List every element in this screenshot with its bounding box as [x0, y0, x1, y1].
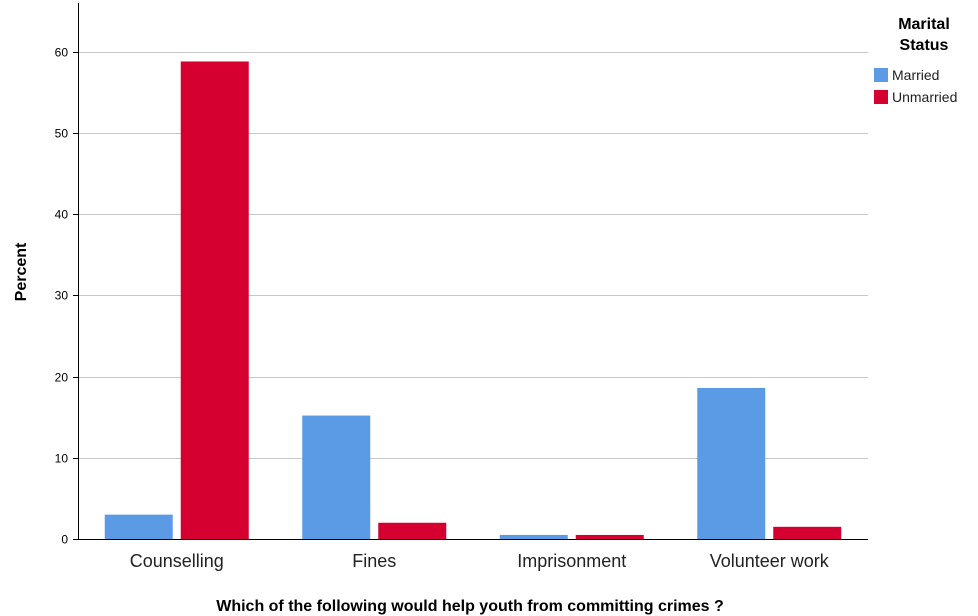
- legend-swatch-unmarried: [874, 90, 888, 104]
- x-category-label-imprisonment: Imprisonment: [517, 551, 626, 571]
- bar-married-imprisonment: [499, 534, 568, 539]
- legend-swatch-married: [874, 68, 888, 82]
- x-category-label-counselling: Counselling: [130, 551, 224, 571]
- x-category-label-fines: Fines: [352, 551, 396, 571]
- legend-label-married: Married: [892, 67, 939, 83]
- bars: [104, 61, 842, 540]
- x-axis-title: Which of the following would help youth …: [216, 598, 724, 615]
- y-tick-label-0: 0: [61, 533, 68, 547]
- y-tick-label-50: 50: [55, 127, 69, 141]
- bar-unmarried-counselling: [180, 61, 249, 540]
- y-tick-label-20: 20: [55, 371, 69, 385]
- bar-married-counselling: [104, 514, 173, 539]
- axes: [73, 3, 868, 540]
- y-tick-label-40: 40: [55, 208, 69, 222]
- legend-items: Married Unmarried: [874, 67, 957, 105]
- bar-unmarried-volunteer-work: [773, 526, 842, 539]
- y-tick-labels: 0 10 20 30 40 50 60: [55, 46, 69, 547]
- bar-married-volunteer-work: [697, 387, 766, 539]
- y-tick-label-30: 30: [55, 289, 69, 303]
- bar-unmarried-imprisonment: [575, 534, 644, 539]
- x-category-label-volunteer-work: Volunteer work: [710, 551, 830, 571]
- y-axis-title: Percent: [13, 242, 30, 301]
- bar-unmarried-fines: [378, 522, 447, 539]
- x-category-labels: Counselling Fines Imprisonment Volunteer wo…: [130, 551, 830, 571]
- legend: Marital Status Married Unmarried: [874, 16, 957, 105]
- legend-title-line1: Marital: [898, 16, 950, 33]
- legend-title-line2: Status: [900, 37, 949, 54]
- y-tick-label-60: 60: [55, 46, 69, 60]
- bar-married-fines: [302, 415, 371, 539]
- legend-label-unmarried: Unmarried: [892, 89, 957, 105]
- y-tick-label-10: 10: [55, 452, 69, 466]
